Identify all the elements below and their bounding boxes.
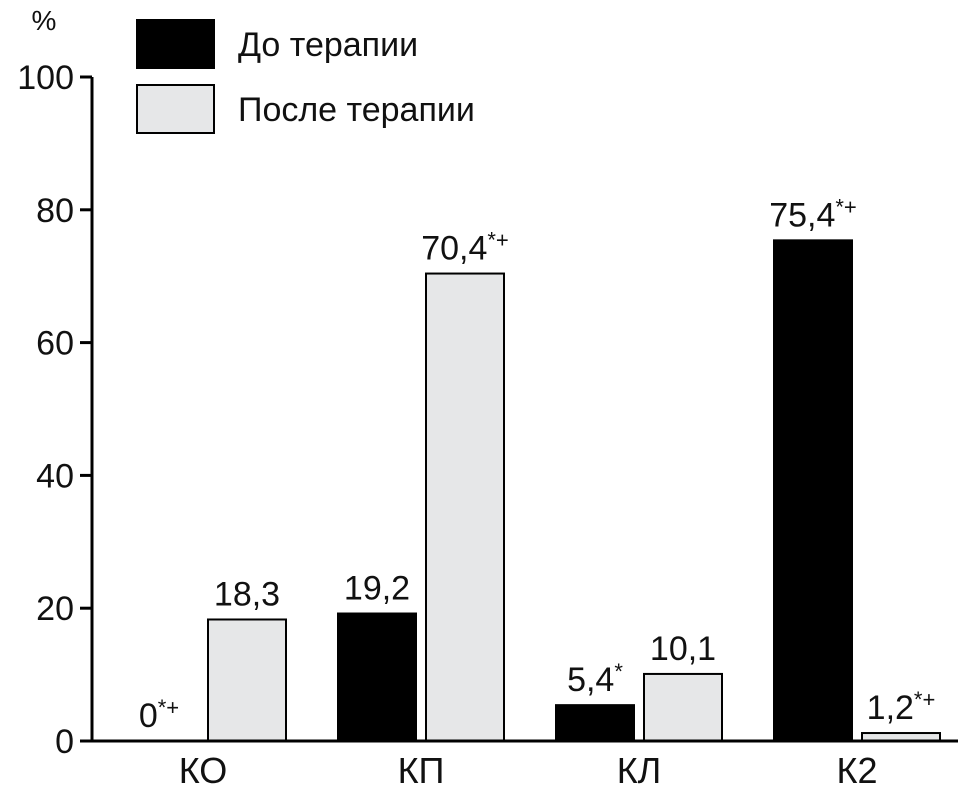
bar-после-терапии-2	[425, 272, 505, 742]
data-label-до-терапии-1: 0*+	[139, 695, 179, 735]
bar-до-терапии-3	[555, 704, 635, 742]
data-label-после-терапии-4: 1,2*+	[867, 687, 936, 727]
x-tick-label-3: КЛ	[617, 750, 662, 791]
data-labels: 0*+ 18,3 19,2 70,4*+ 5,4* 10,1 75,4*+ 1,2*+	[139, 194, 936, 735]
significance-mark: *+	[487, 228, 508, 253]
significance-mark: *	[614, 659, 623, 684]
x-tick-label-1: КО	[179, 750, 228, 791]
bar-до-терапии-4	[773, 239, 853, 742]
legend-swatch-после-терапии	[136, 84, 215, 134]
x-tick-label-4: К2	[837, 750, 878, 791]
y-tick-label-20: 20	[36, 590, 74, 628]
data-label-до-терапии-4: 75,4*+	[769, 194, 857, 234]
bar-до-терапии-2	[337, 612, 417, 743]
data-label-до-терапии-3: 5,4*	[567, 659, 623, 699]
legend-label-до-терапии: До терапии	[238, 26, 418, 64]
data-label-до-терапии-2: 19,2	[344, 570, 410, 608]
data-label-после-терапии-2: 70,4*+	[421, 228, 509, 268]
y-tick-label-80: 80	[36, 192, 74, 230]
data-label-после-терапии-1: 18,3	[214, 575, 280, 613]
y-axis: 0 20 40 60 80 100	[17, 59, 94, 761]
x-axis: КО КП КЛ К2	[92, 739, 958, 791]
bars	[207, 239, 941, 743]
y-tick-label-100: 100	[17, 59, 74, 97]
y-tick-label-60: 60	[36, 325, 74, 363]
x-tick-label-2: КП	[398, 750, 445, 791]
y-tick-label-40: 40	[36, 457, 74, 495]
legend-swatch-до-терапии	[136, 19, 215, 69]
y-axis-unit-label: %	[32, 5, 57, 36]
significance-mark: *+	[835, 194, 856, 219]
significance-mark: *+	[914, 687, 935, 712]
bar-после-терапии-1	[207, 618, 287, 742]
data-label-после-терапии-3: 10,1	[650, 630, 716, 668]
y-tick-label-0: 0	[55, 723, 74, 761]
significance-mark: *+	[158, 695, 179, 720]
legend: До терапии После терапии	[136, 19, 475, 134]
bar-после-терапии-3	[643, 672, 723, 742]
legend-label-после-терапии: После терапии	[238, 91, 475, 129]
